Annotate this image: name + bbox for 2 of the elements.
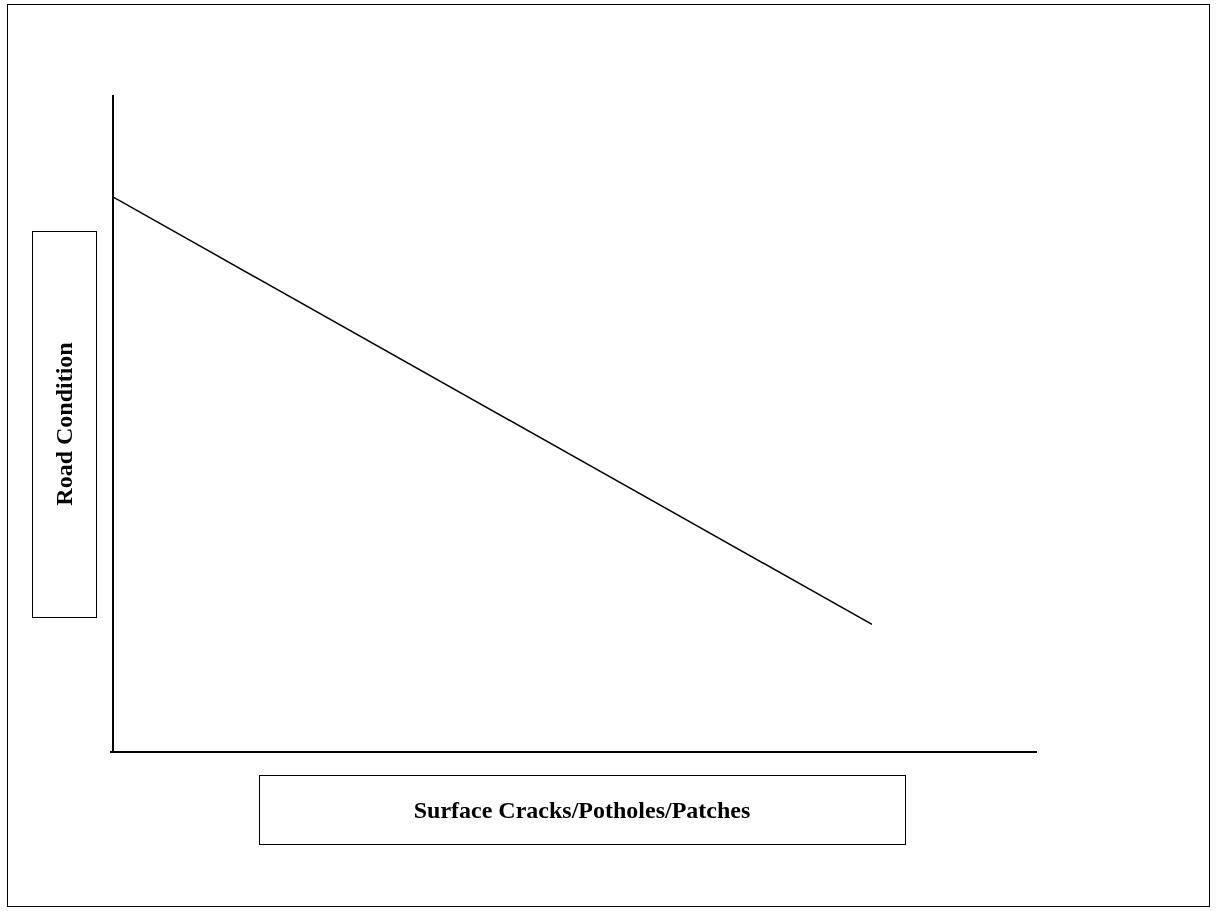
y-axis-title: Road Condition — [50, 342, 78, 506]
x-axis-title: Surface Cracks/Potholes/Patches — [413, 796, 751, 824]
